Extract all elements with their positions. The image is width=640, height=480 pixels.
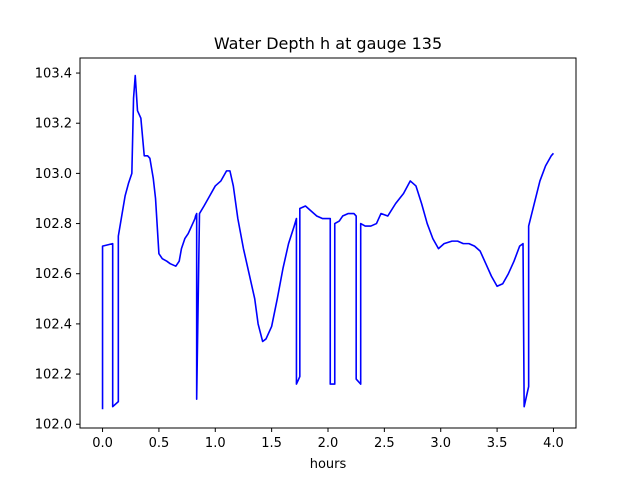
x-tick-label: 3.5: [487, 436, 508, 451]
y-tick-label: 103.4: [35, 67, 72, 82]
x-tick-label: 0.0: [92, 436, 113, 451]
x-tick-label: 2.5: [374, 436, 395, 451]
y-tick-label: 102.8: [35, 217, 72, 232]
y-tick-label: 103.2: [35, 117, 72, 132]
plot-area: [101, 74, 555, 410]
x-tick-label: 0.5: [149, 436, 170, 451]
chart-title: Water Depth h at gauge 135: [214, 34, 442, 53]
plot-frame: [79, 57, 577, 429]
y-axis: 102.0 102.2 102.4 102.6 102.8 103.0 103.2 103.4: [35, 67, 80, 433]
y-tick-label: 102.2: [35, 368, 72, 383]
y-tick-label: 103.0: [35, 167, 72, 182]
x-tick-label: 1.5: [261, 436, 282, 451]
x-tick-label: 1.0: [205, 436, 226, 451]
x-tick-label: 4.0: [543, 436, 564, 451]
series-line-0: [101, 74, 555, 410]
x-axis-label: hours: [310, 457, 347, 472]
y-tick-label: 102.0: [35, 418, 72, 433]
y-tick-label: 102.6: [35, 267, 72, 282]
x-axis: 0.0 0.5 1.0 1.5 2.0 2.5 3.0 3.5 4.0: [92, 428, 564, 451]
x-tick-label: 3.0: [430, 436, 451, 451]
x-tick-label: 2.0: [318, 436, 339, 451]
y-tick-label: 102.4: [35, 317, 72, 332]
